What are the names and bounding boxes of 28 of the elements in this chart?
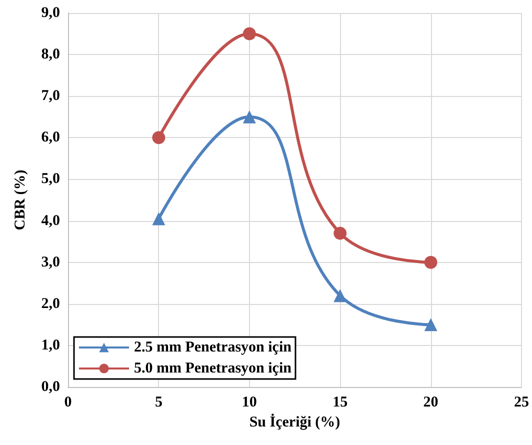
y-tick-label: 0,0 — [41, 379, 60, 395]
point — [242, 27, 256, 40]
x-axis-title: Su İçeriği (%) — [249, 414, 340, 430]
point — [242, 110, 256, 124]
x-tick-label: 20 — [423, 394, 438, 410]
x-tick-label: 10 — [242, 394, 257, 410]
point — [152, 131, 166, 144]
y-tick-label: 5,0 — [41, 171, 60, 188]
y-axis-title: CBR (%) — [12, 170, 28, 230]
x-tick-label: 5 — [154, 394, 162, 410]
y-tick-label: 3,0 — [41, 254, 60, 270]
x-tick-label: 15 — [332, 394, 348, 410]
y-tick-label: 1,0 — [41, 337, 60, 354]
point — [334, 289, 347, 302]
y-tick-label: 2,0 — [41, 296, 60, 312]
y-tick-label: 4,0 — [41, 212, 60, 229]
y-tick-label: 8,0 — [41, 46, 60, 63]
point — [424, 256, 438, 269]
x-tick-label: 0 — [64, 394, 72, 410]
y-tick-label: 9,0 — [41, 5, 60, 21]
y-tick-label: 6,0 — [41, 130, 60, 146]
y-tick-label: 7,0 — [41, 88, 60, 104]
point — [152, 212, 166, 226]
legend-label: 2.5 mm Penetrasyon için — [134, 340, 292, 356]
x-tick-label: 25 — [514, 394, 529, 410]
point — [424, 318, 438, 332]
point — [334, 226, 347, 240]
legend-label: 5.0 mm Penetrasyon için — [134, 360, 292, 376]
